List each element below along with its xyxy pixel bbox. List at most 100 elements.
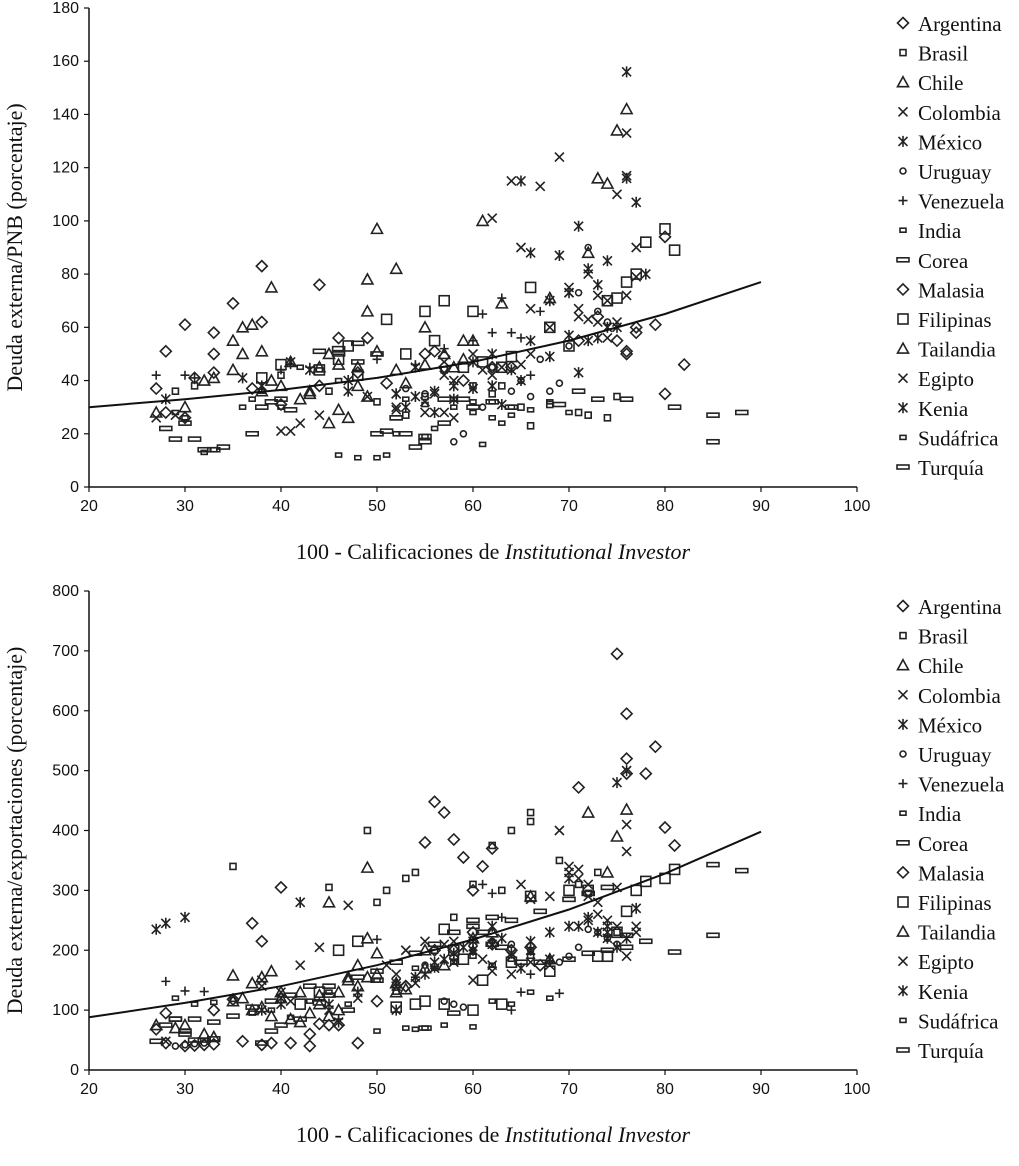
point-sudafrica — [430, 965, 439, 972]
point-argentina — [427, 344, 442, 358]
point-turquia — [706, 861, 720, 868]
legend-marker-corea — [896, 256, 910, 263]
point-filipinas — [611, 292, 623, 304]
legend-label-brasil: Brasil — [918, 625, 968, 649]
point-turquia — [485, 399, 500, 405]
point-corea — [187, 1037, 202, 1043]
point-brasil — [229, 862, 237, 871]
point-kenia — [448, 947, 459, 959]
legend-marker-brasil — [899, 631, 907, 640]
point-filipinas — [419, 995, 431, 1007]
point-malasia — [610, 334, 624, 348]
point-egipto — [391, 404, 402, 415]
x-tick-label: 100 — [844, 1081, 871, 1098]
point-uruguay — [488, 363, 497, 372]
point-tailandia — [418, 961, 432, 974]
point-colombia — [515, 242, 527, 253]
point-uruguay — [449, 1000, 458, 1008]
legend-label-corea: Corea — [918, 249, 969, 273]
point-argentina — [207, 1003, 221, 1017]
point-sudafrica — [286, 1014, 295, 1021]
point-kenia — [391, 388, 402, 400]
point-colombia — [611, 189, 623, 200]
point-corea — [350, 359, 365, 365]
point-tailandia — [312, 360, 327, 373]
point-turquia — [389, 415, 404, 421]
point-corea — [341, 1007, 356, 1013]
legend-marker-malasia — [896, 282, 910, 297]
point-kenia — [544, 926, 555, 938]
point-chile — [610, 829, 624, 842]
x-tick-label: 80 — [656, 1081, 674, 1098]
legend-label-kenia: Kenia — [918, 397, 969, 421]
point-argentina — [629, 326, 643, 340]
point-mexico — [419, 968, 431, 980]
point-tailandia — [322, 1008, 336, 1022]
point-tailandia — [437, 346, 452, 360]
point-turquia — [562, 896, 576, 903]
point-filipinas — [438, 294, 451, 307]
point-uruguay — [536, 355, 545, 364]
point-malasia — [187, 1038, 202, 1053]
point-venezuela — [334, 1014, 344, 1024]
point-chile — [302, 386, 317, 400]
point-filipinas — [390, 1001, 403, 1013]
point-uruguay — [507, 940, 516, 949]
point-mexico — [429, 385, 440, 397]
point-argentina — [418, 835, 432, 850]
point-argentina — [207, 347, 221, 361]
legend: Argentina Brasil Chile Colombia México Urugua… — [896, 12, 1005, 480]
legend-marker-sudafrica — [899, 1017, 907, 1024]
y-tick-label: 100 — [52, 213, 79, 230]
x-tick-label: 50 — [368, 498, 386, 515]
point-malasia — [303, 1039, 317, 1053]
point-mexico — [179, 911, 191, 923]
point-argentina — [178, 318, 192, 332]
point-corea — [418, 438, 432, 445]
point-tailandia — [302, 1005, 317, 1019]
point-malasia — [351, 1036, 365, 1050]
point-uruguay — [507, 387, 516, 396]
point-mexico — [611, 777, 623, 789]
x-axis-label: 100 - Calificaciones de Institutional In… — [296, 539, 691, 564]
point-kenia — [544, 351, 555, 363]
point-kenia — [592, 332, 603, 344]
point-corea — [255, 404, 269, 410]
point-tailandia — [149, 1017, 164, 1031]
point-colombia — [314, 410, 325, 421]
point-turquia — [706, 438, 720, 445]
point-kenia — [487, 380, 498, 392]
point-mexico — [160, 917, 171, 929]
point-india — [545, 995, 554, 1001]
y-tick-label: 300 — [52, 882, 79, 899]
point-kenia — [525, 335, 536, 347]
legend-label-venezuela: Venezuela — [918, 773, 1005, 797]
point-chile — [581, 245, 596, 259]
legend-marker-india — [899, 810, 907, 816]
point-colombia — [554, 151, 565, 163]
point-chile — [322, 895, 336, 908]
point-chile — [619, 802, 634, 815]
point-chile — [341, 970, 356, 983]
point-brasil — [325, 387, 333, 396]
point-colombia — [631, 242, 642, 253]
legend-marker-chile — [896, 75, 910, 88]
legend-marker-colombia — [897, 689, 909, 700]
legend-label-argentina: Argentina — [918, 12, 1002, 36]
point-brasil — [526, 421, 535, 430]
point-colombia — [362, 391, 373, 402]
legend-marker-kenia — [897, 402, 909, 414]
point-tailandia — [168, 1020, 183, 1034]
legend-marker-malasia — [896, 865, 910, 880]
point-egipto — [256, 975, 267, 986]
point-brasil — [613, 392, 621, 401]
point-turquia — [226, 1013, 240, 1019]
legend-label-chile: Chile — [918, 654, 964, 678]
point-mexico — [640, 268, 651, 280]
legend-label-filipinas: Filipinas — [918, 308, 992, 332]
point-filipinas — [659, 223, 671, 235]
point-filipinas — [419, 305, 431, 318]
point-chile — [226, 968, 240, 981]
point-sudafrica — [190, 1001, 199, 1007]
